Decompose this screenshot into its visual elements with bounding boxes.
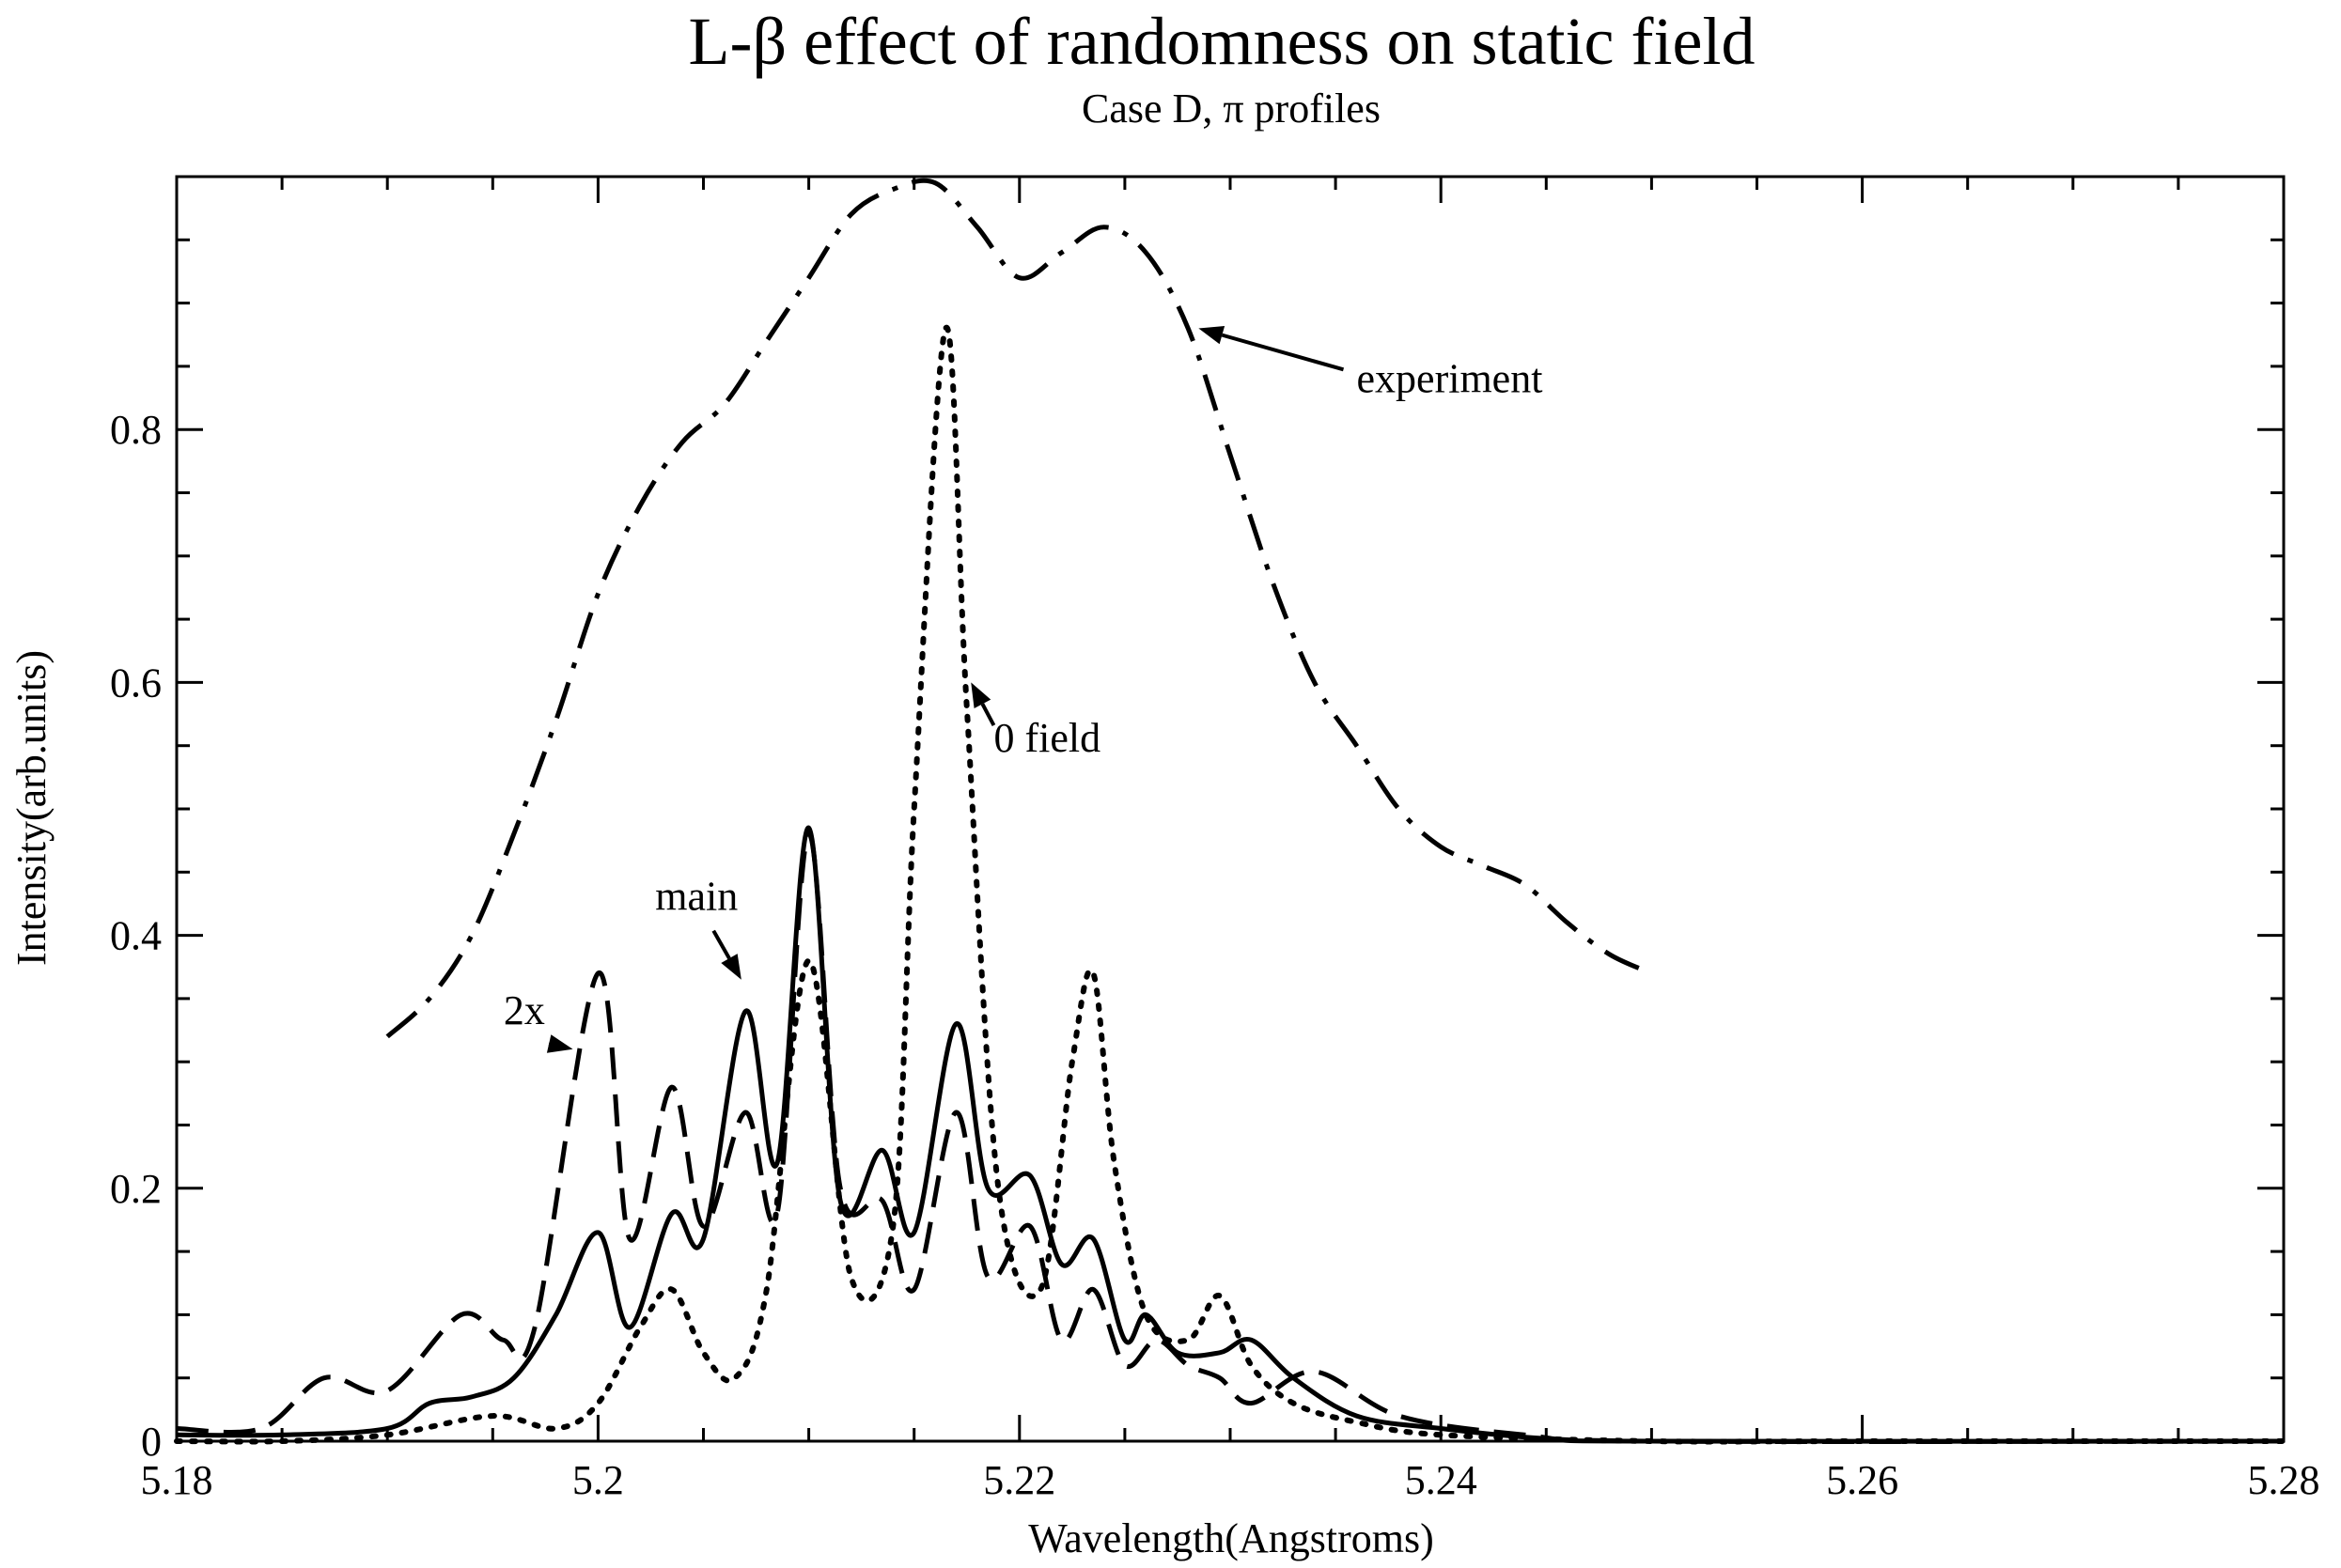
series-0-field-line — [174, 324, 2286, 1445]
plot-frame — [175, 175, 2286, 1443]
series-main-line — [176, 825, 2285, 1444]
annotation-2x: 2x — [504, 987, 573, 1053]
x-axis-label: Wavelength(Angstroms) — [1028, 1515, 1433, 1561]
annotation-label: main — [655, 874, 738, 920]
x-tick-label: 5.22 — [983, 1457, 1055, 1503]
annotation-label: experiment — [1357, 355, 1543, 401]
annotation-arrow-line — [980, 703, 996, 726]
y-tick-label: 0.2 — [110, 1166, 162, 1212]
x-tick-label: 5.24 — [1405, 1457, 1477, 1503]
y-tick-labels: 0 0.2 0.4 0.6 0.8 — [110, 407, 162, 1465]
series-2x-line — [176, 831, 2285, 1444]
annotations-layer: experiment 0 field main 2x — [504, 326, 1542, 1053]
annotation-label: 0 field — [993, 715, 1100, 761]
y-tick-label: 0.6 — [110, 660, 162, 706]
y-tick-label: 0 — [141, 1419, 162, 1465]
y-tick-label: 0.4 — [110, 913, 162, 959]
annotation-experiment: experiment — [1198, 326, 1542, 401]
x-tick-label: 5.18 — [141, 1457, 213, 1503]
y-axis-label: Intensity(arb.units) — [8, 650, 55, 966]
x-tick-label: 5.2 — [572, 1457, 624, 1503]
annotation-arrow-head — [1198, 326, 1225, 345]
annotation-arrow-line — [1221, 333, 1345, 372]
chart-subtitle: Case D, π profiles — [1082, 85, 1381, 132]
annotation-arrow-head — [546, 1034, 573, 1053]
annotation-arrow-head — [971, 682, 991, 709]
x-tick-labels: 5.18 5.2 5.22 5.24 5.26 5.28 — [141, 1457, 2320, 1503]
annotation-0-field: 0 field — [971, 682, 1100, 761]
annotation-main: main — [655, 874, 741, 980]
plot-area: experiment 0 field main 2x — [174, 175, 2286, 1445]
annotation-arrow-line — [711, 929, 731, 960]
chart-title: L-β effect of randomness on static field — [689, 4, 1756, 79]
x-tick-label: 5.28 — [2248, 1457, 2320, 1503]
axis-ticks — [175, 177, 2286, 1443]
series-experiment-line — [385, 178, 1653, 1039]
y-tick-label: 0.8 — [110, 407, 162, 453]
annotation-arrow-head — [721, 954, 741, 980]
annotation-label: 2x — [504, 987, 545, 1033]
x-tick-label: 5.26 — [1826, 1457, 1898, 1503]
series-layer — [174, 178, 2286, 1445]
